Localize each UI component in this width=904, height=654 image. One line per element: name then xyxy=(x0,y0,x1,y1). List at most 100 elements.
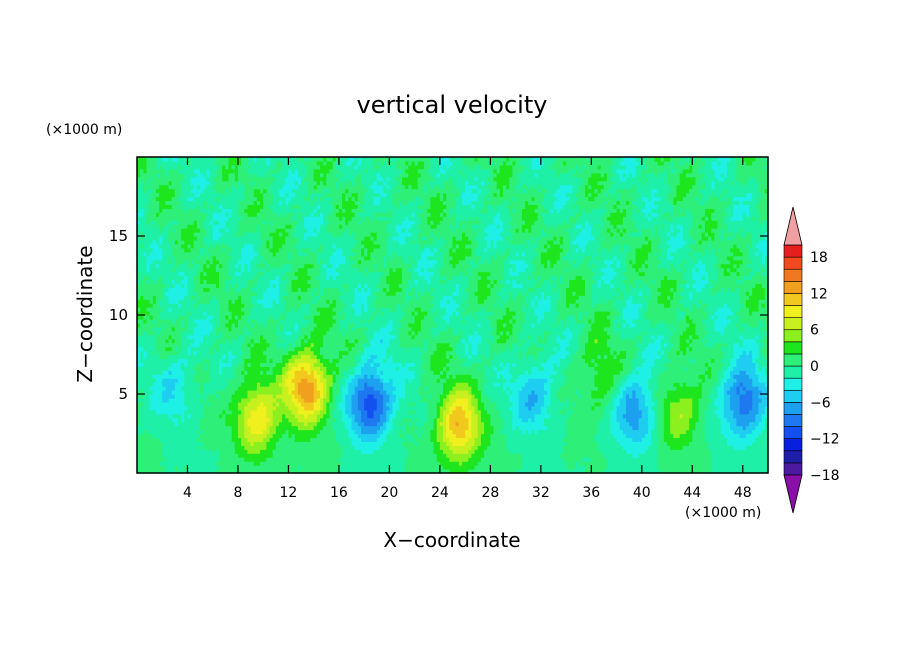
heatmap-cell xyxy=(168,275,173,281)
heatmap-cell xyxy=(174,330,179,336)
heatmap-cell xyxy=(193,358,198,363)
heatmap-cell xyxy=(140,358,144,363)
heatmap-cell xyxy=(159,366,163,371)
heatmap-cell xyxy=(190,239,195,245)
heatmap-cell xyxy=(190,437,195,442)
heatmap-cell xyxy=(174,239,179,245)
heatmap-cell xyxy=(168,287,173,292)
heatmap-cell xyxy=(171,354,176,360)
heatmap-cell xyxy=(174,255,179,261)
heatmap-cell xyxy=(178,239,182,245)
heatmap-cell xyxy=(143,180,148,186)
heatmap-cell xyxy=(146,311,151,316)
heatmap-cell xyxy=(196,338,201,344)
heatmap-cell xyxy=(200,409,204,415)
heatmap-cell xyxy=(155,200,160,205)
heatmap-cell xyxy=(155,259,160,265)
heatmap-cell xyxy=(140,283,144,288)
heatmap-cell xyxy=(187,259,192,265)
heatmap-cell xyxy=(152,409,157,415)
heatmap-cell xyxy=(190,157,195,162)
heatmap-cell xyxy=(174,461,179,466)
heatmap-cell xyxy=(184,315,189,320)
heatmap-cell xyxy=(174,275,179,281)
heatmap-cell xyxy=(178,208,182,213)
heatmap-cell xyxy=(178,255,182,261)
heatmap-cell xyxy=(200,465,204,470)
heatmap-cell xyxy=(168,307,173,312)
heatmap-cell xyxy=(165,307,170,312)
heatmap-cell xyxy=(190,346,195,352)
heatmap-cell xyxy=(171,318,176,324)
heatmap-cell xyxy=(171,358,176,363)
heatmap-cell xyxy=(171,176,176,182)
heatmap-cell xyxy=(137,303,141,308)
heatmap-cell xyxy=(165,220,170,225)
heatmap-cell xyxy=(162,453,166,458)
heatmap-cell xyxy=(146,259,151,265)
heatmap-cell xyxy=(159,176,163,182)
heatmap-cell xyxy=(146,196,151,202)
heatmap-cell xyxy=(190,255,195,261)
heatmap-cell xyxy=(143,157,148,162)
heatmap-cell xyxy=(178,413,182,419)
heatmap-cell xyxy=(196,453,201,458)
heatmap-cell xyxy=(168,176,173,182)
heatmap-cell xyxy=(143,370,148,375)
heatmap-cell xyxy=(196,370,201,375)
heatmap-cell xyxy=(178,421,182,427)
heatmap-cell xyxy=(155,358,160,363)
heatmap-cell xyxy=(162,405,166,411)
heatmap-cell xyxy=(196,180,201,186)
heatmap-cell xyxy=(152,382,157,387)
heatmap-cell xyxy=(155,192,160,198)
heatmap-cell xyxy=(184,330,189,336)
heatmap-cell xyxy=(193,251,198,257)
heatmap-cell xyxy=(155,366,160,371)
heatmap-cell xyxy=(162,224,166,229)
heatmap-cell xyxy=(143,421,148,427)
heatmap-cell xyxy=(190,172,195,178)
heatmap-cell xyxy=(171,425,176,431)
heatmap-cell xyxy=(171,397,176,403)
heatmap-cell xyxy=(162,239,166,245)
heatmap-cell xyxy=(193,172,198,178)
heatmap-cell xyxy=(193,461,198,466)
heatmap-cell xyxy=(174,382,179,387)
heatmap-cell xyxy=(137,390,141,395)
heatmap-cell xyxy=(152,469,157,474)
heatmap-cell xyxy=(203,441,208,446)
heatmap-cell xyxy=(171,275,176,281)
heatmap-cell xyxy=(152,200,157,205)
heatmap-cell xyxy=(171,208,176,213)
heatmap-cell xyxy=(203,401,208,407)
heatmap-cell xyxy=(143,228,148,233)
heatmap-cell xyxy=(184,311,189,316)
heatmap-cell xyxy=(155,457,160,462)
heatmap-cell xyxy=(184,322,189,328)
heatmap-cell xyxy=(168,315,173,320)
heatmap-cell xyxy=(149,168,154,174)
heatmap-cell xyxy=(168,224,173,229)
heatmap-cell xyxy=(155,334,160,340)
heatmap-cell xyxy=(187,255,192,261)
heatmap-cell xyxy=(181,208,185,213)
heatmap-cell xyxy=(137,200,141,205)
heatmap-cell xyxy=(200,232,204,237)
heatmap-cell xyxy=(178,267,182,273)
heatmap-cell xyxy=(162,449,166,454)
heatmap-cell xyxy=(184,200,189,205)
heatmap-cell xyxy=(155,362,160,367)
heatmap-cell xyxy=(140,326,144,332)
heatmap-cell xyxy=(181,362,185,367)
heatmap-cell xyxy=(190,334,195,340)
heatmap-cell xyxy=(149,441,154,446)
heatmap-cell xyxy=(162,275,166,281)
heatmap-cell xyxy=(155,346,160,352)
heatmap-cell xyxy=(149,433,154,439)
heatmap-cell xyxy=(143,374,148,379)
heatmap-cell xyxy=(146,437,151,442)
heatmap-cell xyxy=(162,413,166,419)
heatmap-cell xyxy=(155,299,160,304)
heatmap-cell xyxy=(184,346,189,352)
